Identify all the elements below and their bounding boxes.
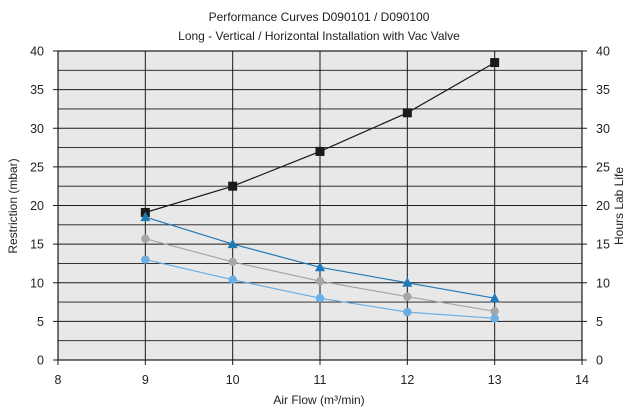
y-axis-label: Restriction (mbar) <box>6 158 20 253</box>
data-point-1 <box>315 146 325 156</box>
x-tick-label: 14 <box>575 373 589 387</box>
y-tick-label: 0 <box>37 354 44 368</box>
x-tick-label: 10 <box>226 373 240 387</box>
data-point-1 <box>228 181 238 191</box>
y2-tick-label: 15 <box>596 238 610 252</box>
y-tick-label: 5 <box>37 315 44 329</box>
chart-title: Performance Curves D090101 / D090100 <box>209 10 430 24</box>
data-point-3 <box>141 234 150 243</box>
x-tick-label: 12 <box>400 373 414 387</box>
data-point-1 <box>490 58 500 68</box>
series-layer <box>140 58 500 323</box>
y-tick-label: 35 <box>30 83 44 97</box>
y2-tick-label: 0 <box>596 354 603 368</box>
x-tick-label: 9 <box>142 373 149 387</box>
plot-border <box>57 50 583 361</box>
data-point-4 <box>141 255 150 264</box>
y-tick-label: 15 <box>30 238 44 252</box>
data-point-3 <box>490 307 499 316</box>
y-tick-label: 25 <box>30 160 44 174</box>
x-axis-label: Air Flow (m³/min) <box>273 393 364 407</box>
x-tick-label: 13 <box>488 373 502 387</box>
data-point-4 <box>490 314 499 323</box>
x-tick-label: 11 <box>314 373 327 387</box>
y2-tick-label: 10 <box>596 276 610 290</box>
y2-tick-label: 5 <box>596 315 603 329</box>
data-point-1 <box>402 108 412 118</box>
y2-tick-label: 30 <box>596 122 610 136</box>
y2-axis-label: Hours Lab Life <box>612 167 626 245</box>
y2-tick-label: 35 <box>596 83 610 97</box>
data-point-2 <box>402 277 413 287</box>
data-point-2 <box>315 261 325 272</box>
data-point-4 <box>315 294 325 303</box>
grid-lines <box>53 50 587 365</box>
tick-labels: 8 9 10 11 12 13 14 0 5 10 15 20 25 30 35 40 0 5 10 15 20 25 30… <box>30 45 610 388</box>
y2-tick-label: 20 <box>596 199 610 213</box>
data-point-2 <box>489 292 500 303</box>
data-point-4 <box>228 275 237 284</box>
y2-tick-label: 25 <box>596 160 610 174</box>
data-point-2 <box>227 238 238 249</box>
chart-subtitle: Long - Vertical / Horizontal Installatio… <box>178 29 460 43</box>
data-point-2 <box>140 211 151 222</box>
y2-tick-label: 40 <box>596 45 610 59</box>
x-tick-label: 8 <box>55 373 62 387</box>
data-point-3 <box>403 292 412 301</box>
y-tick-label: 20 <box>30 199 44 213</box>
y-tick-label: 30 <box>30 122 44 136</box>
y-tick-label: 10 <box>30 276 44 290</box>
data-point-3 <box>315 277 325 286</box>
data-point-3 <box>228 257 237 267</box>
y-tick-label: 40 <box>30 45 44 59</box>
data-point-4 <box>403 307 412 317</box>
